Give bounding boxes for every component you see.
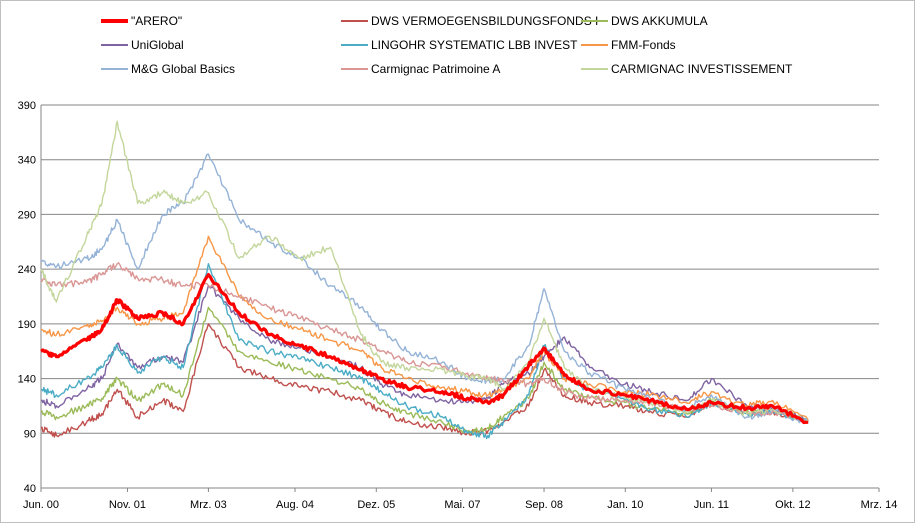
y-tick-label: 90 [24,428,36,440]
legend-item: LINGOHR SYSTEMATIC LBB INVEST [341,38,577,52]
legend-label: UniGlobal [131,38,184,52]
y-tick-label: 340 [18,155,36,167]
legend-item: DWS VERMOEGENSBILDUNGSFONDS I [341,14,598,28]
x-tick-label: Aug. 04 [276,499,314,511]
legend-swatch [581,20,608,22]
legend-label: DWS AKKUMULA [611,14,708,28]
legend-label: FMM-Fonds [611,38,676,52]
legend-swatch [101,19,128,23]
x-tick-label: Sep. 08 [525,499,563,511]
legend-item: M&G Global Basics [101,62,235,76]
x-tick-label: Okt. 12 [775,499,810,511]
legend-swatch [101,68,128,70]
legend-item: Carmignac Patrimoine A [341,62,500,76]
x-tick-label: Mai. 07 [444,499,480,511]
y-tick-label: 390 [18,100,36,112]
x-tick-label: Dez. 05 [357,499,395,511]
x-tick-label: Jan. 10 [607,499,643,511]
x-tick-label: Jun. 11 [694,499,729,511]
series-line [40,120,809,423]
legend-label: DWS VERMOEGENSBILDUNGSFONDS I [371,14,599,28]
series-line [40,284,809,421]
series-line [40,323,809,438]
x-tick-label: Nov. 01 [109,499,146,511]
series-line [40,273,809,425]
legend-item: "ARERO" [101,14,182,28]
legend-item: UniGlobal [101,38,184,52]
legend-swatch [341,44,368,46]
legend-label: Carmignac Patrimoine A [371,62,501,76]
x-tick-label: Jun. 00 [23,499,59,511]
legend-item: DWS AKKUMULA [581,14,708,28]
legend-swatch [341,20,368,22]
legend-label: M&G Global Basics [131,62,236,76]
series-line [40,263,809,440]
legend-label: LINGOHR SYSTEMATIC LBB INVEST [371,38,578,52]
series-line [40,262,809,423]
y-tick-label: 190 [18,319,36,331]
legend-swatch [581,68,608,70]
legend-item: FMM-Fonds [581,38,676,52]
legend-swatch [101,44,128,46]
legend-label: CARMIGNAC INVESTISSEMENT [611,62,793,76]
y-tick-label: 240 [18,264,36,276]
series-line [40,235,809,421]
series-line [40,306,809,435]
legend-swatch [341,68,368,70]
y-tick-label: 290 [18,209,36,221]
legend-item: CARMIGNAC INVESTISSEMENT [581,62,792,76]
x-tick-label: Mrz. 14 [861,499,898,511]
x-tick-label: Mrz. 03 [190,499,227,511]
y-tick-label: 40 [24,483,36,495]
legend-label: "ARERO" [131,14,183,28]
series-line [40,153,809,424]
legend-swatch [581,44,608,46]
y-tick-label: 140 [18,374,36,386]
